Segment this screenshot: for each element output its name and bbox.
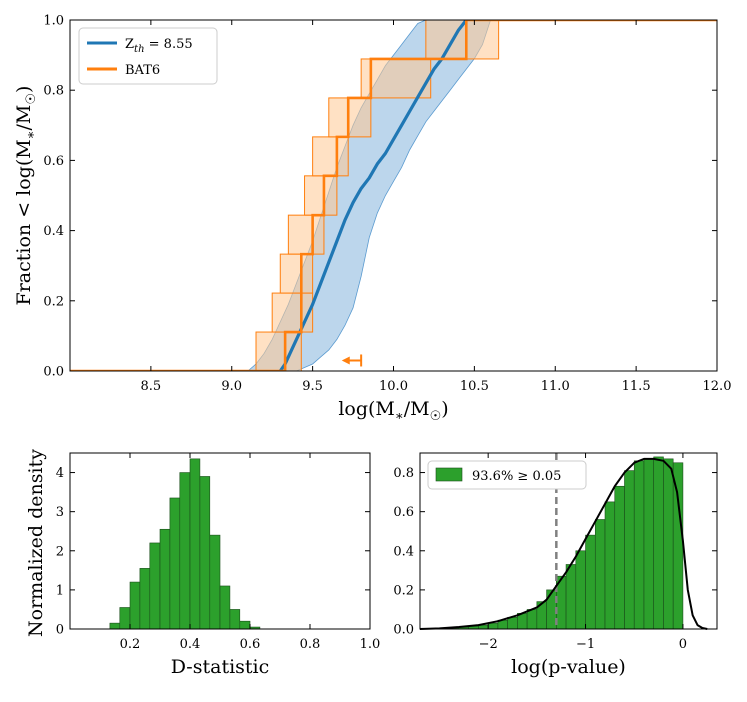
dstat-bar: [109, 622, 121, 630]
pvalue-kde-line: [419, 457, 708, 630]
pvalue-bar: [546, 589, 557, 630]
cdf-xtick-label: 9.5: [302, 379, 323, 394]
cdf-xtick-label: 10.0: [379, 379, 408, 394]
cdf-xtick-label: 8.5: [141, 379, 162, 394]
pvalue-bar: [604, 501, 616, 630]
pvalue-bar: [507, 616, 518, 630]
cdf-ytick-label: 0.4: [43, 224, 64, 239]
pvalue-bar: [575, 550, 586, 630]
pvalue-bar: [663, 458, 674, 630]
dstat-xtick-label: 0.4: [180, 637, 201, 652]
pvalue-legend-label: 93.6% ≥ 0.05: [472, 469, 561, 484]
pvalue-frame: [419, 452, 718, 630]
dstat-xtick-label: 0.8: [300, 637, 321, 652]
pvalue-xtick-label: 0: [679, 637, 687, 652]
pvalue-legend: 93.6% ≥ 0.05: [427, 460, 587, 490]
dstat-bar: [159, 528, 171, 630]
pvalue-legend-box: [427, 460, 587, 490]
dstat-xtick-label: 0.6: [240, 637, 261, 652]
bat6-error-box: [279, 253, 314, 294]
pvalue-legend-swatch: [435, 467, 463, 482]
cdf-xlabel: log(M∗/M☉): [338, 398, 448, 424]
bat6-error-box: [360, 58, 432, 99]
dstat-frame: [69, 452, 371, 630]
pvalue-ytick-label: 0.6: [393, 505, 414, 520]
cdf-ytick-label: 1.0: [43, 14, 64, 29]
pvalue-bar: [526, 609, 538, 630]
dstat-ytick-label: 2: [56, 544, 64, 559]
dstat-bar: [199, 476, 211, 630]
cdf-xtick-label: 11.5: [622, 379, 651, 394]
dstat-xtick-label: 1.0: [360, 637, 381, 652]
bat6-step-line: [70, 20, 717, 371]
cdf-xtick-label: 9.0: [221, 379, 242, 394]
pvalue-bar: [487, 622, 499, 630]
bat6-error-box: [328, 97, 372, 138]
pvalue-panel: −2 −1 0 0.0 0.2 0.4 0.6 0.8 log(p-value) 93.6% ≥ …: [393, 452, 718, 678]
bat6-error-box: [287, 214, 325, 255]
pvalue-bar: [614, 485, 625, 630]
pvalue-bar: [565, 564, 577, 630]
dstat-bar: [149, 542, 161, 630]
dstat-xlabel: D-statistic: [171, 656, 270, 678]
dstat-bar: [129, 581, 141, 630]
cdf-ytick-label: 0.6: [43, 154, 64, 169]
dstat-bar: [189, 458, 201, 630]
pvalue-bar: [672, 462, 684, 630]
upper-limit-arrow-head: [341, 356, 350, 365]
bat6-error-box: [312, 136, 349, 177]
cdf-xtick-label: 11.0: [541, 379, 570, 394]
bat6-error-box: [304, 175, 338, 216]
cdf-panel: 8.5 9.0 9.5 10.0 10.5 11.0 11.5 12.0 0.0 0.2 0.4 0.…: [13, 14, 731, 425]
pvalue-bar: [594, 519, 606, 630]
legend-bat6-label: BAT6: [125, 63, 160, 78]
pvalue-bar: [624, 470, 635, 630]
pvalue-ytick-label: 0.8: [393, 466, 414, 481]
cdf-ylabel: Fraction < log(M∗/M☉): [13, 86, 39, 306]
pvalue-ytick-label: 0.2: [393, 583, 414, 598]
cdf-xtick-label: 10.5: [460, 379, 489, 394]
cdf-ytick-label: 0.0: [43, 365, 64, 380]
dstat-ytick-label: 4: [56, 466, 64, 481]
pvalue-bar: [653, 456, 664, 630]
legend-model-label: Zth = 8.55: [125, 37, 193, 55]
dstat-bar: [169, 497, 181, 630]
pvalue-bar: [633, 460, 645, 630]
pvalue-xtick-label: −1: [576, 637, 595, 652]
pvalue-ytick-label: 0.0: [393, 623, 414, 638]
cdf-legend: Zth = 8.55 BAT6: [78, 27, 218, 85]
pvalue-xtick-label: −2: [479, 637, 498, 652]
dstat-bar: [229, 609, 241, 630]
dstat-bar: [239, 620, 251, 630]
cdf-ytick-label: 0.2: [43, 294, 64, 309]
dstat-bar: [119, 607, 131, 630]
dstat-xtick-label: 0.2: [120, 637, 141, 652]
cdf-plot-area: [70, 20, 717, 371]
cdf-ytick-label: 0.8: [43, 84, 64, 99]
cdf-xtick-label: 12.0: [703, 379, 732, 394]
pvalue-bar: [643, 458, 655, 630]
model-median-line: [278, 20, 468, 371]
dstat-ytick-label: 3: [56, 505, 64, 520]
dstat-ylabel: Normalized density: [25, 449, 47, 637]
bat6-error-box: [255, 331, 302, 371]
bat6-error-box: [271, 292, 314, 333]
dstat-panel: 0.2 0.4 0.6 0.8 1.0 0 1 2 3 4 D-statistic Normalize…: [25, 449, 380, 678]
pvalue-bar: [585, 534, 596, 630]
dstat-ytick-label: 0: [56, 623, 64, 638]
dstat-bar: [179, 472, 191, 630]
pvalue-ytick-label: 0.4: [393, 544, 414, 559]
pvalue-xlabel: log(p-value): [511, 656, 626, 678]
dstat-bar: [209, 534, 221, 630]
dstat-bar: [219, 585, 231, 630]
dstat-ytick-label: 1: [56, 583, 64, 598]
dstat-bar: [139, 568, 151, 630]
